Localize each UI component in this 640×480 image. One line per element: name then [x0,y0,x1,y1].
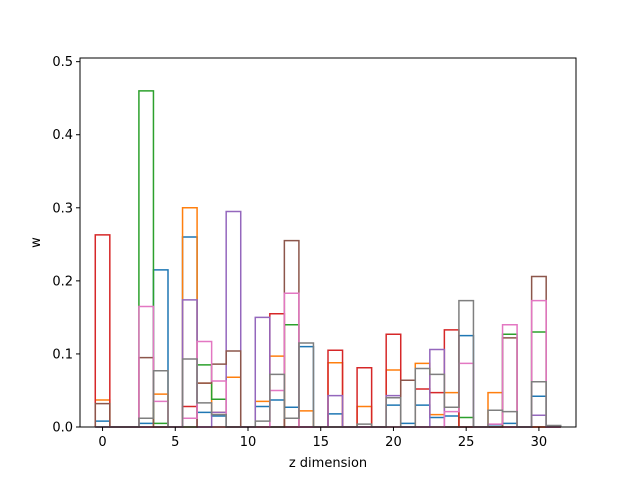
y-axis-label: w [29,237,44,248]
y-tick-label: 0.5 [52,55,73,70]
y-tick-label: 0.0 [52,421,73,436]
y-tick-label: 0.3 [52,201,73,216]
y-tick-label: 0.4 [52,128,73,143]
y-axis-ticks: 0.0 0.1 0.2 0.3 0.4 0.5 [52,55,80,436]
x-axis-label: z dimension [289,456,367,471]
chart-bars [94,90,562,428]
x-tick-label: 0 [98,435,106,450]
plot-frame [79,57,577,428]
x-tick-label: 25 [458,435,475,450]
x-tick-label: 15 [312,435,329,450]
x-tick-label: 20 [385,435,402,450]
x-tick-label: 30 [531,435,548,450]
x-tick-label: 5 [171,435,179,450]
x-tick-label: 10 [240,435,257,450]
y-tick-label: 0.2 [52,274,73,289]
y-tick-label: 0.1 [52,347,73,362]
x-axis-ticks: 0 5 10 15 20 25 30 [98,427,547,450]
